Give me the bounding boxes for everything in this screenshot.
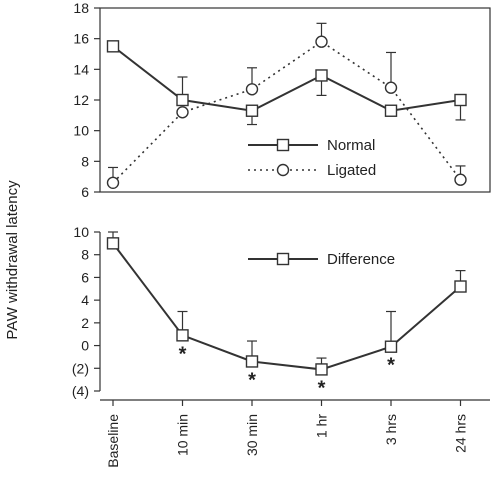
- x-tick-label: 24 hrs: [453, 414, 469, 453]
- top-panel-y-tick-label: 6: [81, 184, 89, 200]
- top-panel-y-tick-label: 18: [73, 0, 89, 16]
- data-point-ligated: [454, 173, 467, 186]
- data-point-normal: [454, 93, 467, 107]
- x-axis: Baseline 10 min 30 min 1 hr 3 hrs 24 hrs: [100, 399, 490, 468]
- bottom-panel-y-tick-label: (2): [72, 360, 89, 376]
- legend-label: Difference: [327, 251, 395, 268]
- bottom-panel-y-tick-label: 10: [73, 224, 89, 240]
- data-point-difference: [454, 280, 467, 293]
- top-panel-y-tick-label: 10: [73, 123, 89, 139]
- series-line-difference: [112, 242, 462, 371]
- data-point-normal: [245, 104, 259, 117]
- bottom-panel-y-tick-label: 4: [81, 292, 89, 308]
- top-panel-y-tick-label: 14: [73, 61, 89, 77]
- top-panel-y-tick-label: 8: [81, 153, 89, 169]
- data-point-difference: [176, 329, 189, 342]
- x-tick-label: 10 min: [175, 414, 191, 456]
- bottom-panel: 10 8 6 4 2 0 (2) (4) Difference * * * *: [72, 224, 467, 399]
- significance-marker: *: [248, 369, 256, 391]
- data-point-difference: [245, 355, 259, 368]
- x-tick-label: 1 hr: [314, 414, 330, 438]
- significance-marker: *: [179, 343, 187, 365]
- data-point-ligated: [315, 35, 328, 48]
- bottom-panel-y-tick-label: 8: [81, 247, 89, 263]
- x-tick-label: Baseline: [105, 414, 121, 468]
- y-axis-title: PAW withdrawal latency: [4, 180, 21, 340]
- top-panel-y-tick-label: 16: [73, 31, 89, 47]
- data-point-ligated: [384, 81, 398, 94]
- data-point-ligated: [245, 83, 259, 96]
- series-line-normal: [112, 45, 461, 112]
- series-line-ligated: [112, 40, 462, 184]
- data-point-normal: [315, 69, 328, 82]
- data-point-difference: [384, 340, 398, 353]
- bottom-panel-y-tick-label: 0: [81, 338, 89, 354]
- legend-label: Ligated: [327, 162, 376, 179]
- bottom-panel-y-tick-label: 2: [81, 315, 89, 331]
- legend-marker: [276, 138, 290, 152]
- x-tick-label: 3 hrs: [383, 414, 399, 445]
- significance-marker: *: [387, 355, 395, 377]
- bottom-panel-y-tick-label: 6: [81, 269, 89, 285]
- data-point-normal: [176, 93, 189, 107]
- legend-marker: [276, 252, 290, 266]
- significance-marker: *: [318, 377, 326, 399]
- legend-marker: [276, 163, 290, 177]
- top-panel-frame: [99, 7, 491, 193]
- data-point-ligated: [106, 176, 120, 190]
- top-panel: 6 8 10 12 14 16 18 Normal Ligated: [73, 0, 491, 200]
- top-panel-y-tick-label: 12: [73, 92, 89, 108]
- bottom-panel-y-tick-label: (4): [72, 383, 89, 399]
- data-point-normal: [384, 104, 398, 117]
- data-point-difference: [315, 363, 328, 376]
- x-tick-label: 30 min: [244, 414, 260, 456]
- data-point-ligated: [176, 106, 189, 119]
- data-point-normal: [106, 40, 120, 53]
- data-point-difference: [106, 237, 120, 250]
- legend-label: Normal: [327, 137, 375, 154]
